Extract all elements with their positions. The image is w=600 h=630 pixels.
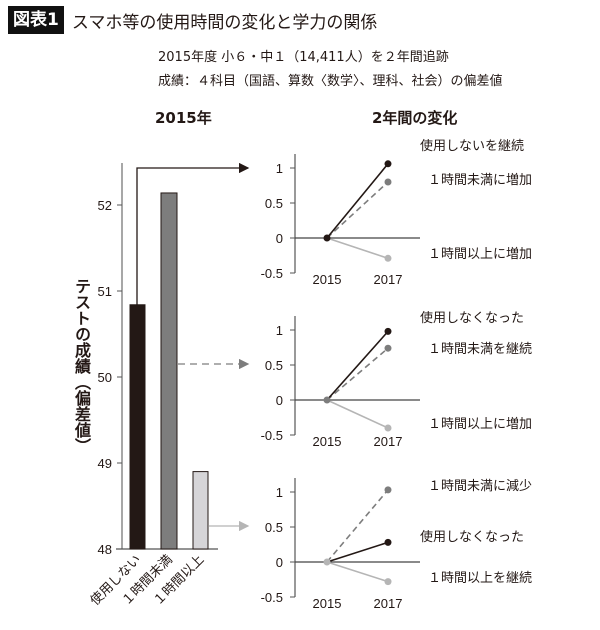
figure-title: 図表1 スマホ等の使用時間の変化と学力の関係	[8, 6, 377, 34]
figure-title-text: スマホ等の使用時間の変化と学力の関係	[71, 12, 378, 33]
bar-no-use	[129, 304, 146, 550]
y-tick-label: 52	[98, 198, 112, 213]
x-tick-label: 2017	[374, 434, 403, 449]
series-line	[326, 347, 389, 401]
y-tick-label: 1	[276, 323, 283, 338]
bar-chart-ylabel: テストの成績（偏差値）	[72, 278, 91, 454]
series-start-marker	[323, 234, 331, 242]
series-end-marker	[384, 344, 392, 352]
y-tick-label: -0.5	[261, 266, 283, 281]
y-tick-label: 0.5	[265, 520, 283, 535]
series-line	[326, 237, 389, 260]
series-end-marker	[384, 578, 392, 586]
y-tick-label: 49	[98, 456, 112, 471]
change-chart-heading: 2年間の変化	[372, 109, 458, 127]
series-label: １時間以上を継続	[428, 571, 532, 586]
bar-over-1h	[192, 471, 209, 550]
y-tick-label: 50	[98, 370, 112, 385]
connector-arrow-no-use	[136, 162, 250, 305]
series-line	[326, 330, 389, 401]
series-end-marker	[384, 160, 392, 168]
subtitle-score: 成績：４科目（国語、算数〈数学〉、理科、社会）の偏差値	[158, 74, 503, 89]
series-label: １時間以上に増加	[428, 417, 532, 432]
series-end-marker	[384, 254, 392, 262]
series-end-marker	[384, 538, 392, 546]
y-tick-label: 0.5	[265, 196, 283, 211]
series-label: １時間未満を継続	[428, 342, 532, 357]
series-line	[326, 163, 389, 239]
bar-chart-heading: 2015年	[155, 109, 212, 127]
series-label: 使用しなくなった	[420, 529, 524, 545]
series-label: １時間以上に増加	[428, 247, 532, 262]
series-end-marker	[384, 424, 392, 432]
series-line	[326, 399, 389, 429]
subtitle-cohort: 2015年度 小６・中１（14,411人）を２年間追跡	[158, 50, 449, 65]
series-label: １時間未満に減少	[428, 478, 532, 494]
series-line	[326, 181, 389, 239]
series-line	[326, 561, 389, 583]
y-tick-label: 0	[276, 555, 283, 570]
y-tick-label: 48	[98, 542, 112, 557]
series-end-marker	[384, 486, 392, 494]
y-tick-label: 1	[276, 485, 283, 500]
series-start-marker	[323, 396, 331, 404]
x-tick-label: 2015	[313, 596, 342, 611]
y-tick-label: 1	[276, 161, 283, 176]
series-label: 使用しなくなった	[420, 310, 524, 326]
bar-under-1h	[160, 192, 178, 550]
y-tick-label: 0	[276, 231, 283, 246]
x-tick-label: 2017	[374, 272, 403, 287]
y-tick-label: 51	[98, 284, 112, 299]
series-end-marker	[384, 327, 392, 335]
series-label: 使用しないを継続	[420, 138, 524, 154]
y-tick-label: 0	[276, 393, 283, 408]
y-tick-label: -0.5	[261, 590, 283, 605]
y-tick-label: 0.5	[265, 358, 283, 373]
series-line	[326, 541, 389, 563]
series-label: １時間未満に増加	[428, 173, 532, 188]
x-tick-label: 2017	[374, 596, 403, 611]
x-tick-label: 2015	[313, 272, 342, 287]
y-tick-label: -0.5	[261, 428, 283, 443]
x-tick-label: 2015	[313, 434, 342, 449]
figure-badge: 図表1	[8, 6, 64, 34]
series-start-marker	[323, 558, 331, 566]
series-line	[326, 489, 389, 563]
series-end-marker	[384, 178, 392, 186]
